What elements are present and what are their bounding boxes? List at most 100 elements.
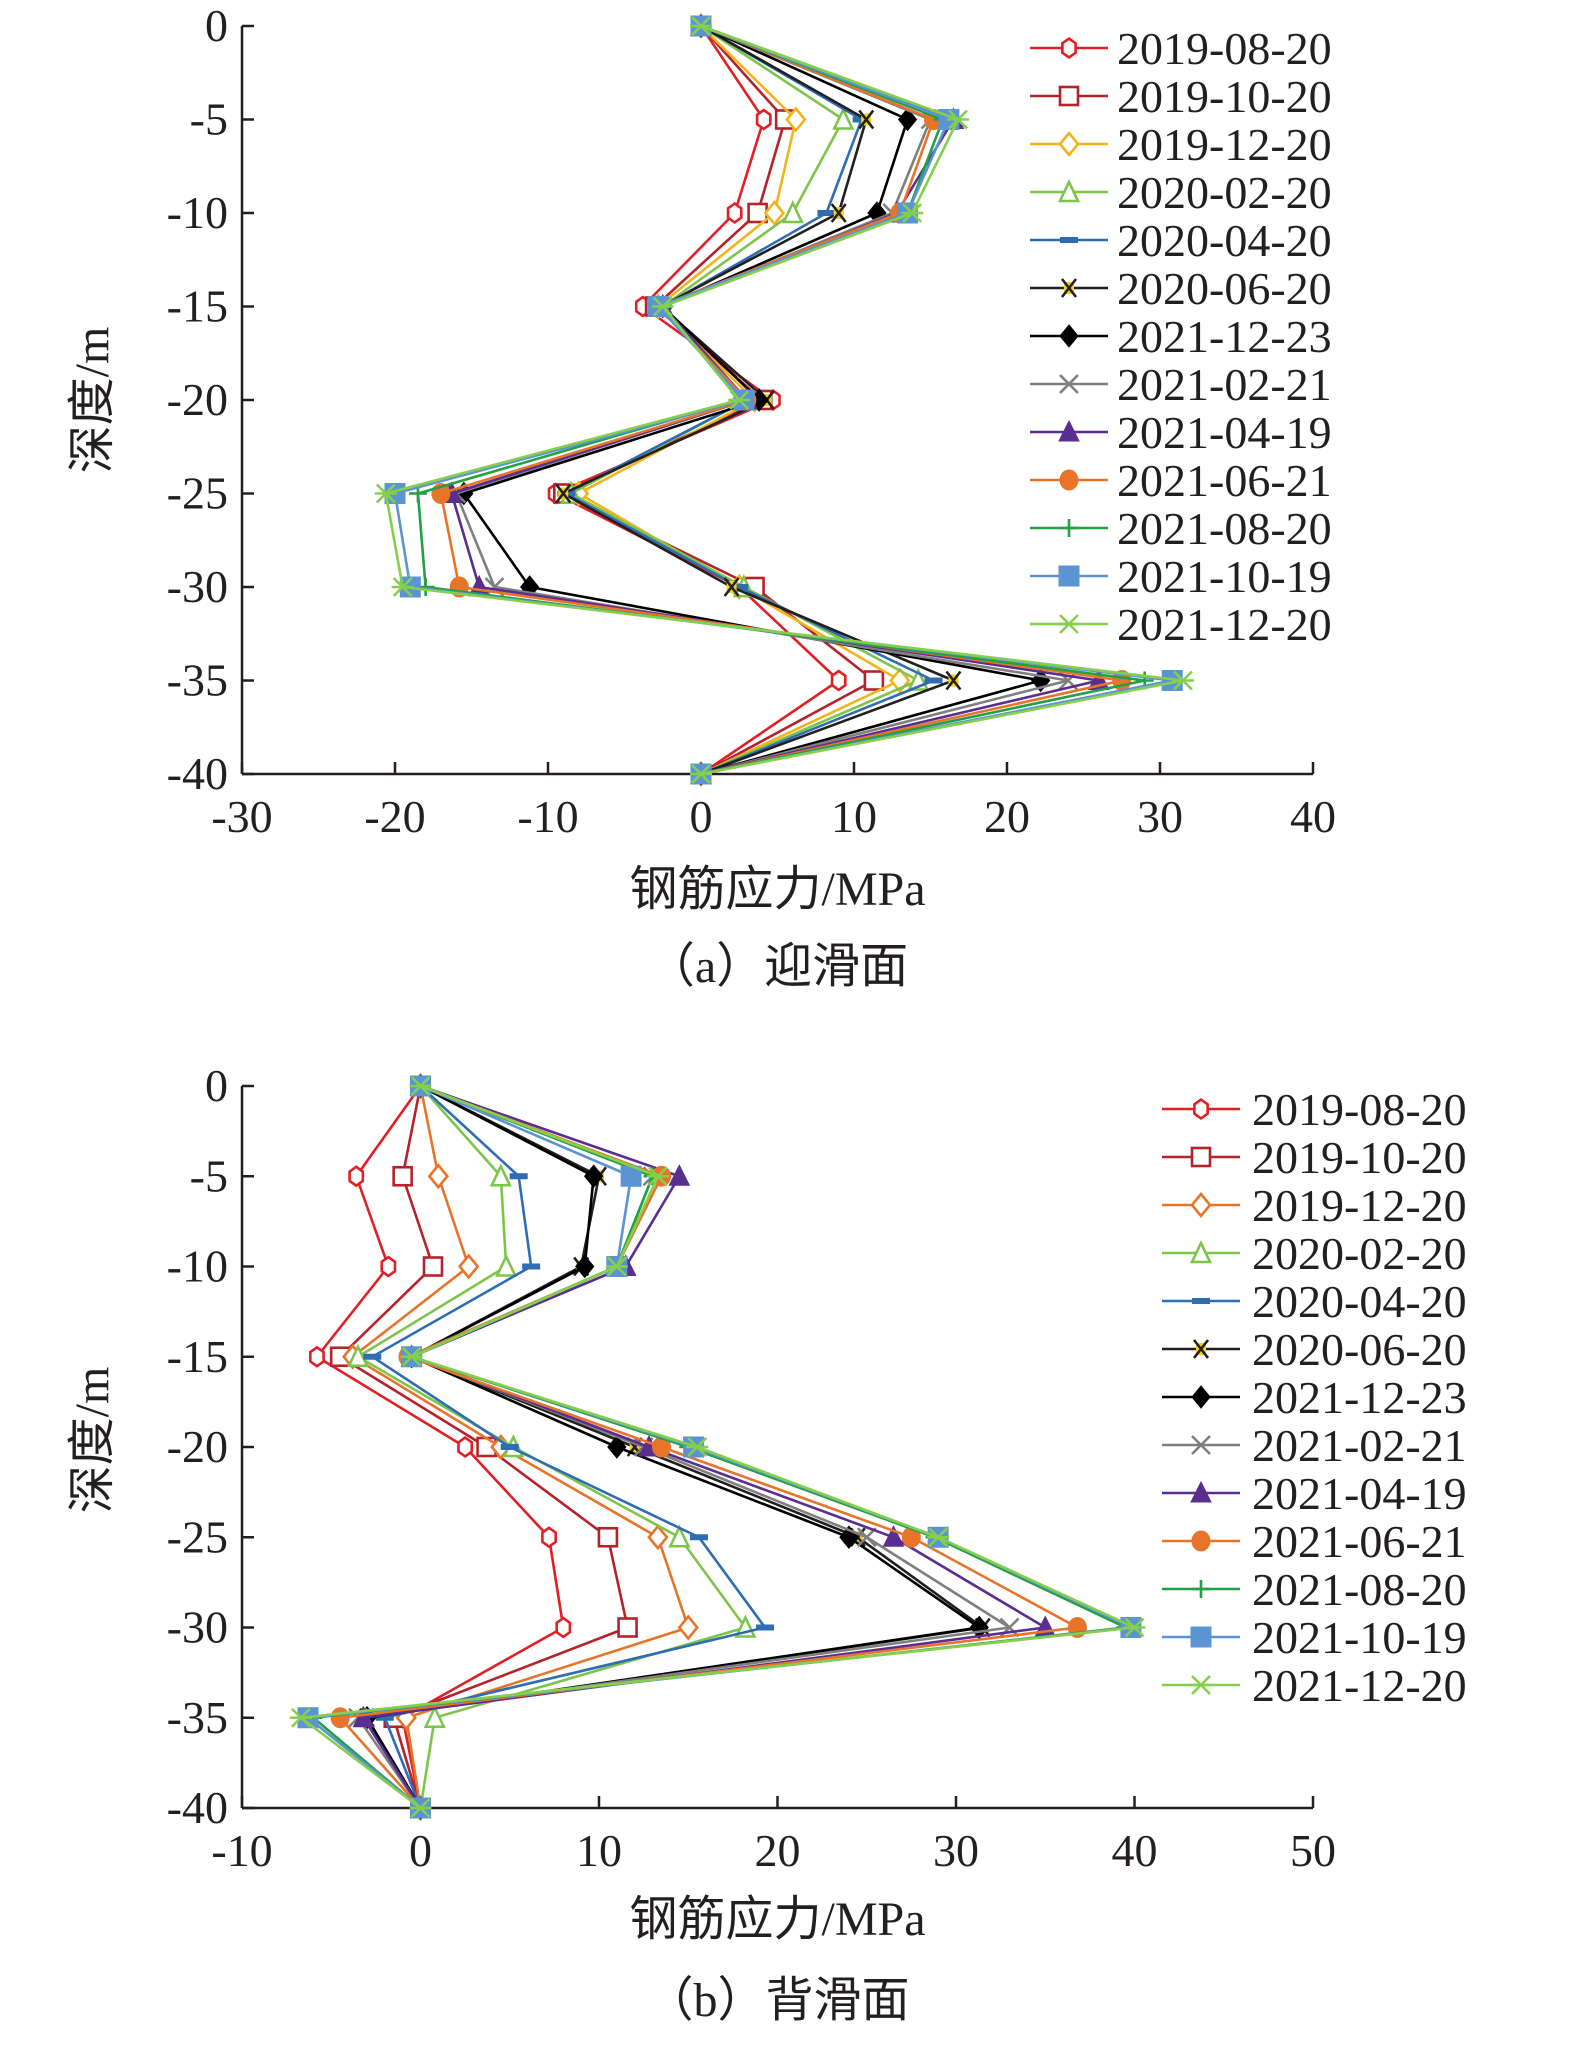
data-point — [689, 1534, 708, 1541]
data-point — [509, 1173, 528, 1180]
y-tick-label: -30 — [167, 1602, 228, 1653]
data-point — [597, 1526, 619, 1548]
marker-stroke — [723, 577, 740, 597]
legend-marker — [1057, 178, 1081, 203]
marker-shape — [785, 106, 807, 133]
data-point — [668, 1524, 691, 1548]
marker-shape — [1192, 1298, 1210, 1304]
legend-label: 2020-02-20 — [1117, 167, 1332, 218]
marker-shape — [863, 670, 885, 691]
data-point — [427, 1163, 450, 1190]
marker-shape — [489, 1163, 512, 1187]
marker-shape — [1057, 178, 1081, 203]
data-point — [677, 1614, 699, 1641]
legend-marker — [1190, 1626, 1212, 1648]
marker-stroke — [484, 577, 505, 597]
marker-shape — [617, 1617, 638, 1638]
x-tick-label: -20 — [364, 791, 425, 842]
x-tick-label: 0 — [690, 791, 713, 842]
legend-entry: 2020-04-20 — [1030, 215, 1332, 266]
legend-marker — [1193, 1097, 1209, 1121]
series-2019-10-20 — [329, 1075, 638, 1819]
legend-label: 2019-12-20 — [1252, 1180, 1467, 1231]
legend-label: 2019-10-20 — [1252, 1132, 1467, 1183]
marker-shape — [1058, 419, 1080, 442]
y-tick-label: 0 — [205, 0, 228, 51]
data-point — [348, 1165, 365, 1188]
x-tick-label: 10 — [576, 1825, 622, 1876]
legend-entry: 2021-12-20 — [1162, 1660, 1467, 1711]
y-tick-label: -25 — [167, 468, 228, 519]
legend-label: 2020-02-20 — [1252, 1228, 1467, 1279]
x-tick-label: 20 — [984, 791, 1030, 842]
x-axis-title: 钢筋应力/MPa — [629, 863, 925, 916]
y-tick-label: -25 — [167, 1511, 228, 1562]
marker-shape — [756, 1624, 775, 1631]
data-point — [947, 109, 970, 130]
marker-shape — [1189, 1239, 1213, 1264]
data-point — [647, 1524, 669, 1551]
series-2020-04-20 — [363, 1083, 775, 1811]
data-point — [392, 1165, 413, 1187]
y-tick-label: -15 — [167, 281, 228, 332]
marker-shape — [726, 201, 743, 225]
y-tick-label: -10 — [167, 187, 228, 238]
marker-shape — [1193, 1097, 1209, 1121]
data-point — [927, 1527, 950, 1548]
marker-shape — [1190, 1146, 1212, 1168]
data-point — [690, 764, 712, 784]
series-line — [554, 25, 841, 776]
legend-entry: 2021-04-19 — [1030, 407, 1332, 458]
data-point — [409, 1076, 432, 1096]
series-2021-12-20 — [289, 1076, 1146, 1818]
marker-shape — [832, 106, 855, 130]
series-line — [561, 25, 876, 776]
legend-entry: 2021-12-23 — [1162, 1372, 1467, 1423]
data-point — [830, 669, 847, 692]
legend-label: 2021-02-21 — [1117, 359, 1332, 410]
data-point — [897, 107, 918, 132]
data-point — [858, 109, 875, 130]
legend-marker — [1058, 85, 1080, 107]
marker-shape — [817, 210, 836, 216]
data-point — [690, 16, 712, 36]
data-point — [617, 1617, 638, 1638]
legend-label: 2019-08-20 — [1117, 23, 1332, 74]
marker-shape — [763, 199, 786, 227]
legend-label: 2021-10-19 — [1117, 551, 1332, 602]
data-point — [651, 296, 674, 317]
chart-caption: （a）迎滑面 — [647, 940, 908, 993]
legend-label: 2021-04-19 — [1252, 1468, 1467, 1519]
legend-label: 2021-12-23 — [1117, 311, 1332, 362]
marker-shape — [330, 1707, 350, 1729]
legend-label: 2019-08-20 — [1252, 1084, 1467, 1135]
legend-marker — [1190, 1191, 1212, 1219]
legend-entry: 2019-08-20 — [1162, 1084, 1467, 1135]
data-point — [728, 390, 751, 410]
marker-stroke — [1059, 374, 1079, 394]
marker-shape — [392, 1165, 413, 1187]
chart-b-downslope-face: -10 0 10 20 30 40 50 0 -5 -10 -15 -20 -25 -30 -35 -40 钢筋… — [66, 1060, 1467, 2027]
marker-stroke — [830, 203, 847, 223]
data-point — [830, 203, 847, 223]
legend-label: 2021-04-19 — [1117, 407, 1332, 458]
legend-entry: 2019-12-20 — [1162, 1180, 1467, 1231]
y-tick-label: -30 — [167, 561, 228, 612]
legend-marker — [1191, 1385, 1211, 1409]
legend-marker — [1059, 374, 1079, 394]
legend-entry: 2021-12-20 — [1030, 599, 1332, 650]
legend-label: 2021-12-20 — [1117, 599, 1332, 650]
legend-marker — [1191, 1530, 1211, 1552]
x-tick-label: 20 — [755, 1825, 801, 1876]
x-tick-label: -10 — [211, 1825, 272, 1876]
chart-caption: （b）背滑面 — [645, 1974, 909, 2027]
marker-stroke — [856, 1527, 877, 1548]
data-point — [730, 584, 749, 590]
data-point — [422, 1256, 444, 1277]
legend-entry: 2021-12-23 — [1030, 311, 1332, 362]
legend-entry: 2021-10-19 — [1030, 551, 1332, 602]
marker-shape — [1061, 36, 1077, 60]
marker-shape — [495, 1253, 518, 1277]
series-2019-10-20 — [552, 15, 885, 785]
marker-shape — [375, 1714, 394, 1721]
